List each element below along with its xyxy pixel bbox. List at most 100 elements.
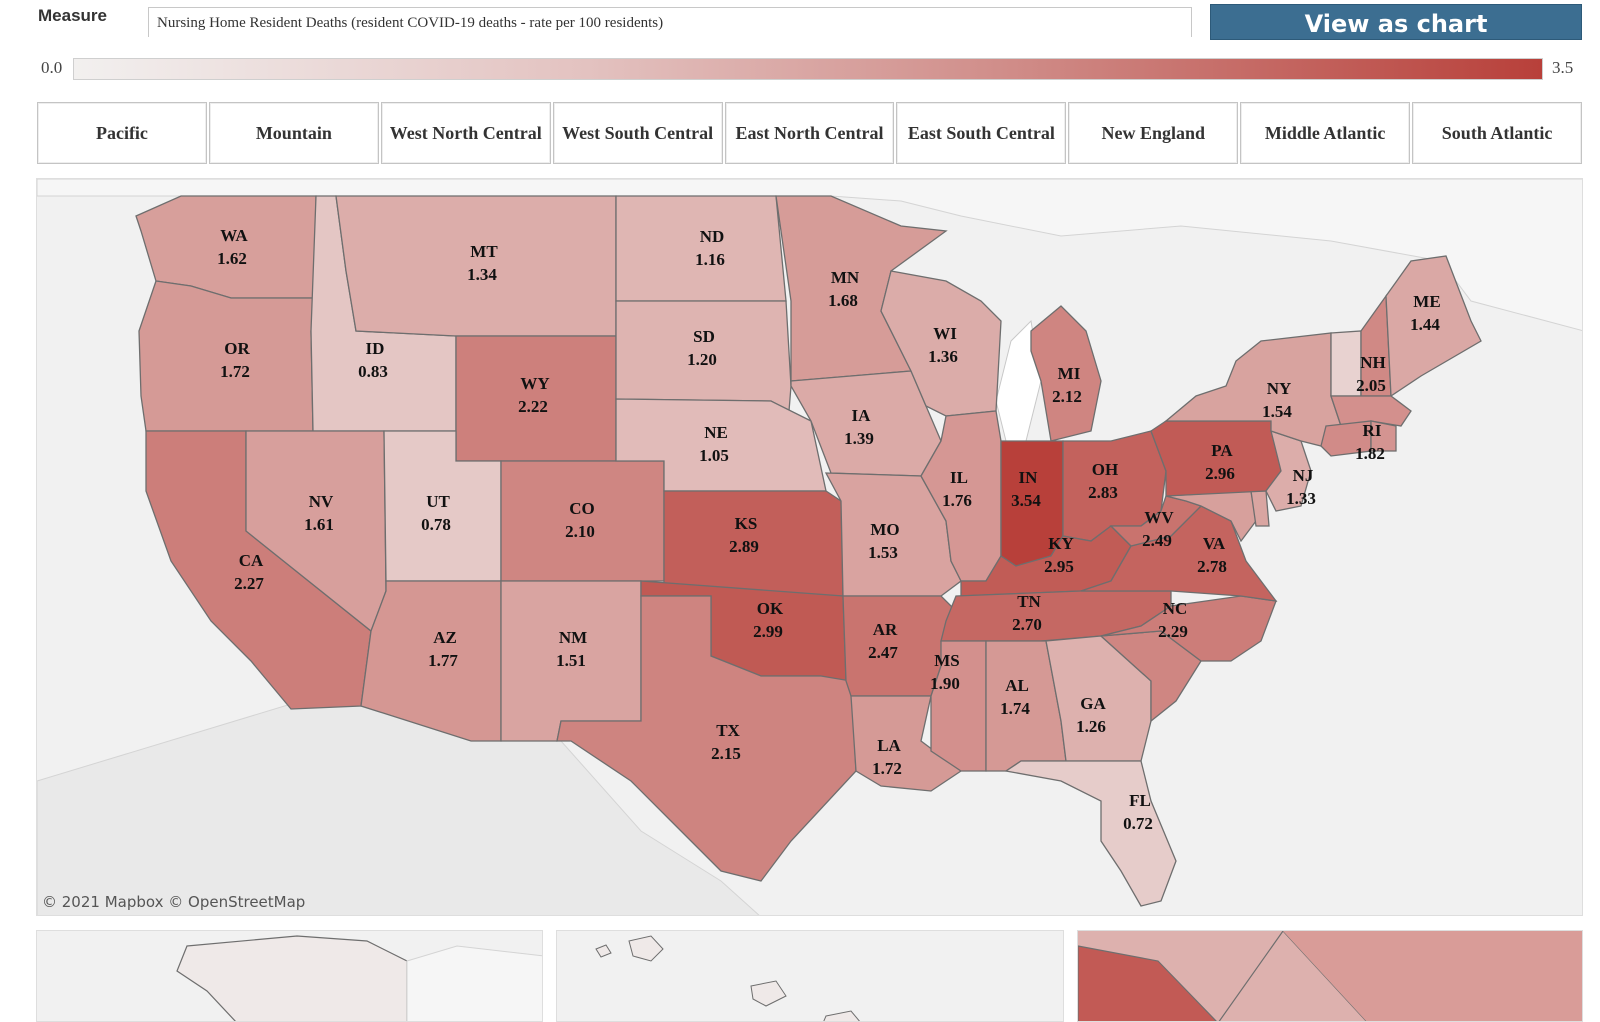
tab-middle-atlantic[interactable]: Middle Atlantic xyxy=(1240,102,1411,164)
state-value-me: 1.44 xyxy=(1410,315,1440,334)
state-code-mi: MI xyxy=(1058,364,1081,383)
state-value-or: 1.72 xyxy=(220,362,250,381)
state-value-wv: 2.49 xyxy=(1142,531,1172,550)
hawaii-island-kauai xyxy=(595,944,612,958)
state-code-mt: MT xyxy=(470,242,498,261)
measure-select[interactable]: Nursing Home Resident Deaths (resident C… xyxy=(148,7,1192,37)
state-code-ri: RI xyxy=(1363,421,1382,440)
legend-min-label: 0.0 xyxy=(41,58,63,77)
state-code-tn: TN xyxy=(1017,592,1041,611)
state-value-wa: 1.62 xyxy=(217,249,247,268)
state-value-ga: 1.26 xyxy=(1076,717,1106,736)
state-value-ky: 2.95 xyxy=(1044,557,1074,576)
state-code-or: OR xyxy=(224,339,250,358)
region-tabs: Pacific Mountain West North Central West… xyxy=(37,102,1583,164)
hawaii-island-maui xyxy=(750,980,787,1007)
state-tx[interactable] xyxy=(556,595,857,882)
state-ak[interactable] xyxy=(176,935,408,1022)
map-attribution: © 2021 Mapbox © OpenStreetMap xyxy=(42,893,306,911)
state-value-az: 1.77 xyxy=(428,651,458,670)
state-code-nm: NM xyxy=(559,628,587,647)
state-code-ia: IA xyxy=(852,406,872,425)
state-code-ar: AR xyxy=(873,620,898,639)
state-code-ok: OK xyxy=(757,599,784,618)
state-code-tx: TX xyxy=(716,721,740,740)
state-value-mi: 2.12 xyxy=(1052,387,1082,406)
tab-south-atlantic[interactable]: South Atlantic xyxy=(1412,102,1583,164)
state-code-id: ID xyxy=(366,339,385,358)
state-value-wi: 1.36 xyxy=(928,347,958,366)
tab-new-england[interactable]: New England xyxy=(1068,102,1239,164)
tab-west-north-central[interactable]: West North Central xyxy=(380,102,551,164)
state-code-fl: FL xyxy=(1129,791,1151,810)
state-value-mn: 1.68 xyxy=(828,291,858,310)
state-fl[interactable] xyxy=(1004,760,1177,907)
inset-dc-area[interactable] xyxy=(1077,930,1583,1022)
state-code-wa: WA xyxy=(220,226,248,245)
state-value-pa: 2.96 xyxy=(1205,464,1235,483)
state-la[interactable] xyxy=(850,695,963,792)
state-code-me: ME xyxy=(1413,292,1440,311)
tab-west-south-central[interactable]: West South Central xyxy=(552,102,723,164)
state-value-ny: 1.54 xyxy=(1262,402,1292,421)
state-value-ca: 2.27 xyxy=(234,574,264,593)
tab-pacific[interactable]: Pacific xyxy=(37,102,207,164)
state-code-wv: WV xyxy=(1144,508,1174,527)
state-code-nc: NC xyxy=(1163,599,1188,618)
state-code-az: AZ xyxy=(433,628,457,647)
tab-mountain[interactable]: Mountain xyxy=(208,102,379,164)
state-value-la: 1.72 xyxy=(872,759,902,778)
state-code-ny: NY xyxy=(1267,379,1292,398)
state-value-nd: 1.16 xyxy=(695,250,725,269)
hawaii-island-big xyxy=(823,1010,860,1021)
state-code-wy: WY xyxy=(520,374,549,393)
state-value-ne: 1.05 xyxy=(699,446,729,465)
state-co[interactable] xyxy=(500,460,665,582)
state-value-nh: 2.05 xyxy=(1356,376,1386,395)
state-code-oh: OH xyxy=(1092,460,1118,479)
tab-east-north-central[interactable]: East North Central xyxy=(724,102,895,164)
state-value-ks: 2.89 xyxy=(729,537,759,556)
us-map[interactable]: WA 1.62 OR 1.72 CA 2.27 ID 0.83 NV 1.61 MT 1.34 WY 2.… xyxy=(36,178,1583,916)
state-ri[interactable] xyxy=(1370,420,1397,452)
state-value-nc: 2.29 xyxy=(1158,622,1188,641)
state-code-va: VA xyxy=(1203,534,1226,553)
state-code-pa: PA xyxy=(1211,441,1233,460)
state-code-ky: KY xyxy=(1048,534,1074,553)
state-code-mn: MN xyxy=(831,268,860,287)
state-code-nd: ND xyxy=(700,227,725,246)
color-legend-bar xyxy=(73,58,1543,80)
state-nc[interactable] xyxy=(1100,595,1277,662)
inset-region-left xyxy=(1078,945,1217,1021)
state-code-nj: NJ xyxy=(1293,466,1314,485)
state-value-tn: 2.70 xyxy=(1012,615,1042,634)
state-value-al: 1.74 xyxy=(1000,699,1030,718)
state-mi[interactable] xyxy=(1030,305,1102,442)
state-value-ms: 1.90 xyxy=(930,674,960,693)
state-ct[interactable] xyxy=(1320,420,1372,457)
inset-alaska[interactable] xyxy=(36,930,543,1022)
state-nd[interactable] xyxy=(615,195,787,302)
state-value-sd: 1.20 xyxy=(687,350,717,369)
tab-east-south-central[interactable]: East South Central xyxy=(896,102,1067,164)
state-code-ut: UT xyxy=(426,492,450,511)
view-as-chart-button[interactable]: View as chart xyxy=(1210,4,1582,40)
state-value-fl: 0.72 xyxy=(1123,814,1153,833)
state-code-il: IL xyxy=(950,468,968,487)
state-value-wy: 2.22 xyxy=(518,397,548,416)
state-value-oh: 2.83 xyxy=(1088,483,1118,502)
state-me[interactable] xyxy=(1385,255,1482,398)
inset-hawaii[interactable] xyxy=(556,930,1064,1022)
state-value-il: 1.76 xyxy=(942,491,972,510)
hawaii-island-oahu xyxy=(628,935,664,962)
state-code-la: LA xyxy=(877,736,901,755)
inset-region-right xyxy=(1283,931,1582,1021)
state-value-ar: 2.47 xyxy=(868,643,898,662)
state-value-ia: 1.39 xyxy=(844,429,874,448)
state-code-mo: MO xyxy=(870,520,899,539)
state-code-ga: GA xyxy=(1080,694,1106,713)
state-nj[interactable] xyxy=(1265,430,1312,512)
state-wi[interactable] xyxy=(880,270,1002,417)
state-value-in: 3.54 xyxy=(1011,491,1041,510)
state-code-ne: NE xyxy=(704,423,728,442)
